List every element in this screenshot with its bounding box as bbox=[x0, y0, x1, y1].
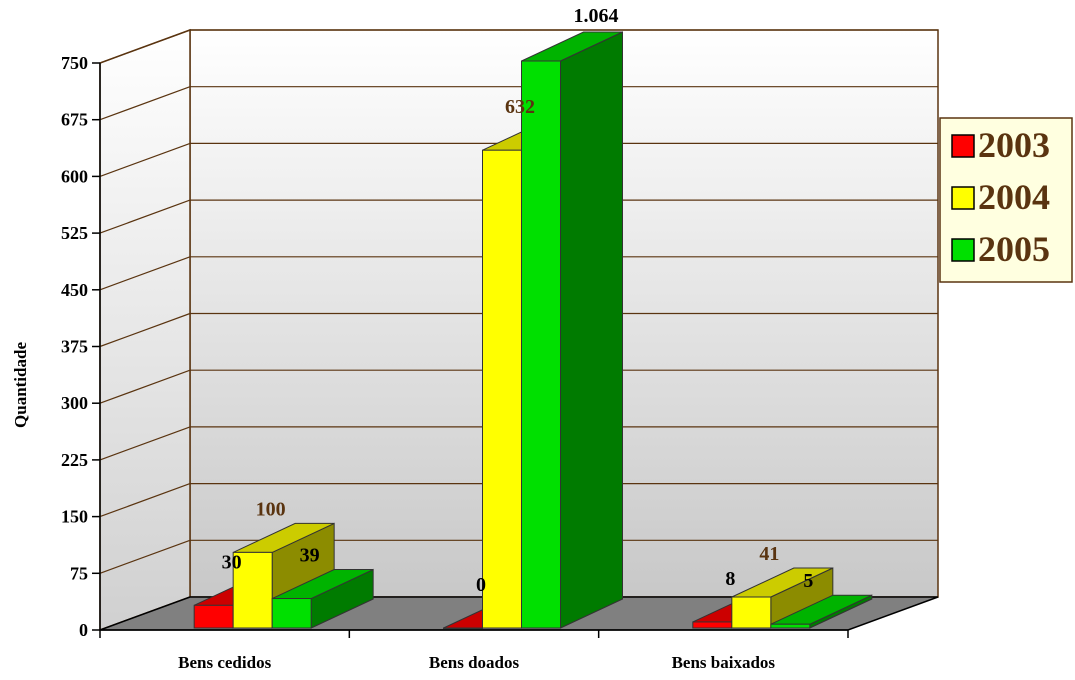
y-axis-label: Quantidade bbox=[11, 342, 30, 428]
bar-front bbox=[193, 604, 234, 629]
bar-front bbox=[770, 623, 811, 629]
bar-front bbox=[271, 598, 312, 629]
bar-front bbox=[232, 551, 273, 629]
y-tick-label: 675 bbox=[61, 110, 88, 130]
y-tick-label: 75 bbox=[70, 563, 88, 583]
data-label: 100 bbox=[256, 498, 286, 520]
data-label: 39 bbox=[300, 545, 320, 567]
bar-front bbox=[482, 149, 522, 629]
gridline bbox=[99, 539, 191, 574]
bar-side bbox=[560, 31, 623, 629]
gridline bbox=[99, 29, 191, 64]
data-label: 632 bbox=[505, 96, 535, 118]
gridline bbox=[99, 142, 191, 177]
bar bbox=[770, 594, 873, 629]
data-label: 5 bbox=[803, 570, 813, 592]
x-tick-label: Bens doados bbox=[429, 653, 520, 672]
y-tick-label: 525 bbox=[61, 223, 88, 243]
legend: 2003 2004 2005 bbox=[939, 117, 1073, 283]
gridline bbox=[99, 199, 191, 234]
y-tick-label: 225 bbox=[61, 450, 88, 470]
data-labels: 30 100 39 0 632 1.064 8 41 5 bbox=[222, 5, 814, 596]
y-tick-label: 600 bbox=[61, 166, 88, 186]
gridline bbox=[99, 86, 191, 121]
y-axis: 0 75 150 225 300 375 450 525 600 675 750 bbox=[61, 53, 101, 640]
bar-front bbox=[731, 596, 772, 629]
gridline bbox=[99, 256, 191, 291]
legend-label: 2004 bbox=[978, 177, 1050, 217]
x-tick-label: Bens baixados bbox=[672, 653, 776, 672]
legend-swatch bbox=[951, 186, 975, 210]
data-label: 30 bbox=[222, 551, 242, 573]
y-tick-label: 300 bbox=[61, 393, 88, 413]
y-tick-label: 750 bbox=[61, 53, 88, 73]
y-tick-label: 375 bbox=[61, 337, 88, 357]
data-label: 41 bbox=[759, 543, 779, 565]
x-axis: Bens cedidos Bens doados Bens baixados bbox=[99, 629, 849, 672]
bar bbox=[271, 568, 374, 629]
legend-label: 2003 bbox=[978, 125, 1050, 165]
bar-front bbox=[692, 621, 733, 629]
data-label: 1.064 bbox=[574, 5, 619, 27]
bar bbox=[521, 31, 623, 629]
legend-label: 2005 bbox=[978, 229, 1050, 269]
x-tick-label: Bens cedidos bbox=[178, 653, 271, 672]
legend-swatch bbox=[951, 134, 975, 158]
gridline bbox=[99, 426, 191, 461]
legend-swatch bbox=[951, 238, 975, 262]
gridline bbox=[99, 312, 191, 348]
y-tick-label: 450 bbox=[61, 280, 88, 300]
y-tick-label: 150 bbox=[61, 507, 88, 527]
y-tick-label: 0 bbox=[79, 620, 88, 640]
bar-front bbox=[443, 627, 483, 629]
gridline bbox=[99, 369, 191, 404]
bars bbox=[193, 31, 873, 629]
data-label: 0 bbox=[476, 574, 486, 596]
bar bbox=[731, 567, 834, 629]
data-label: 8 bbox=[725, 568, 735, 590]
gridline bbox=[99, 483, 191, 518]
bar-front bbox=[521, 60, 561, 629]
